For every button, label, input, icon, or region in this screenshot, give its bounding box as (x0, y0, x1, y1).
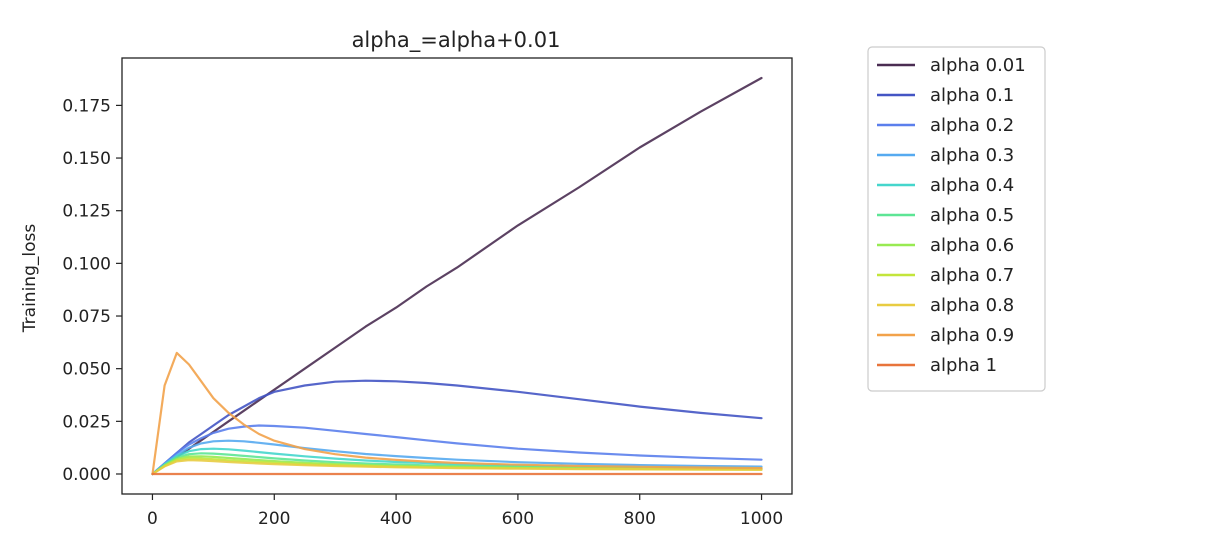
x-tick-label: 200 (258, 509, 290, 529)
y-tick-label: 0.000 (62, 465, 111, 485)
legend-label: alpha 0.7 (930, 265, 1014, 286)
legend: alpha 0.01 alpha 0.1 alpha 0.2 alpha 0.3 alp… (867, 46, 1046, 392)
legend-label: alpha 0.8 (930, 295, 1014, 316)
x-tick-label: 1000 (740, 509, 783, 529)
legend-label: alpha 0.9 (930, 325, 1014, 346)
plot-frame (121, 57, 793, 495)
series-line-1 (151, 379, 763, 476)
y-tick-label: 0.175 (62, 96, 111, 116)
legend-label: alpha 0.1 (930, 85, 1014, 106)
y-tick-label: 0.125 (62, 202, 111, 222)
x-tick-label: 0 (147, 509, 158, 529)
legend-label: alpha 1 (930, 355, 997, 376)
legend-label: alpha 0.6 (930, 235, 1014, 256)
series-line-8 (151, 459, 763, 476)
x-tick-label: 800 (624, 509, 656, 529)
plot-lines (151, 76, 763, 476)
legend-label: alpha 0.4 (930, 175, 1014, 196)
series-line-2 (151, 424, 763, 476)
legend-label: alpha 0.2 (930, 115, 1014, 136)
legend-label: alpha 0.01 (930, 55, 1026, 76)
x-tick-label: 400 (380, 509, 412, 529)
y-tick-label: 0.075 (62, 307, 111, 327)
legend-label: alpha 0.5 (930, 205, 1014, 226)
y-axis: 0.000 0.025 0.050 0.075 0.100 0.125 0.150 0.175 (62, 96, 122, 485)
y-tick-label: 0.100 (62, 254, 111, 274)
series-line-9 (151, 351, 763, 476)
chart-title: alpha_=alpha+0.01 (352, 28, 561, 53)
y-tick-label: 0.025 (62, 412, 111, 432)
y-tick-label: 0.150 (62, 149, 111, 169)
y-axis-title: Training_loss (20, 224, 40, 334)
x-tick-label: 600 (502, 509, 534, 529)
y-tick-label: 0.050 (62, 360, 111, 380)
legend-label: alpha 0.3 (930, 145, 1014, 166)
series-line-0 (151, 76, 763, 476)
x-axis: 0 200 400 600 800 1000 (147, 494, 783, 529)
